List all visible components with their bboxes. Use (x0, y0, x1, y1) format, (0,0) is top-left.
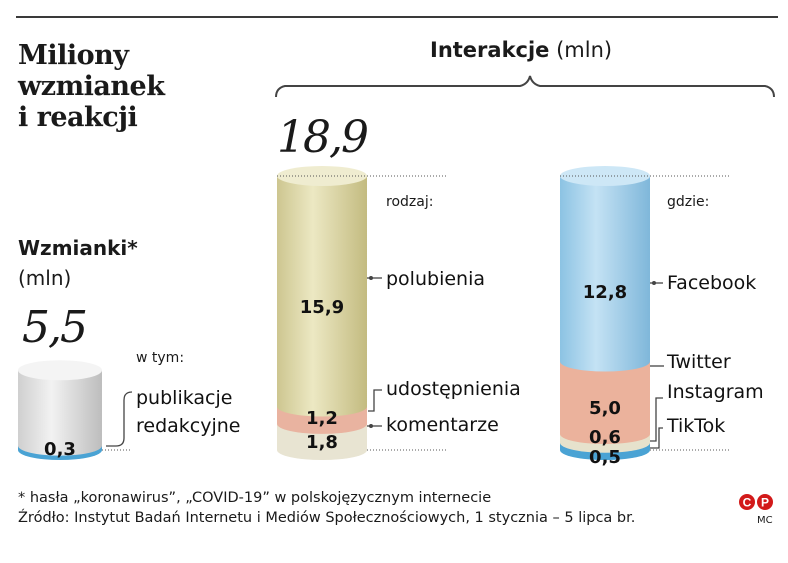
bar-segment-0-1 (18, 370, 102, 456)
plot-area: 0,3 publikacje redakcyjne 1,8 1,2 15,9 polubie… (18, 165, 764, 468)
footnote: * hasła „koronawirus”, „COVID-19” w pols… (18, 488, 635, 528)
gdzie-label: gdzie: (667, 194, 710, 210)
category-label: udostępnienia (386, 378, 521, 400)
bar-segment-1-0 (277, 423, 367, 460)
footnote-line: * hasła „koronawirus”, „COVID-19” w pols… (18, 490, 492, 506)
category-label: Facebook (667, 272, 756, 294)
bar-segment-1-2 (277, 175, 367, 417)
category-label: redakcyjne (136, 415, 241, 437)
interactions-bracket (275, 75, 775, 98)
title-line: wzmianek (18, 71, 165, 102)
category-label: Twitter (666, 351, 731, 373)
svg-text:C: C (743, 496, 752, 510)
category-label: publikacje (136, 387, 232, 409)
leader-line (650, 397, 663, 442)
rodzaj-label: rodzaj: (386, 194, 434, 210)
interactions-header: Interakcje (mln) (430, 38, 613, 62)
category-label: polubienia (386, 268, 485, 290)
data-label: 1,8 (306, 432, 338, 453)
author-credit: MC (757, 515, 773, 526)
category-label: Instagram (667, 381, 764, 403)
w-tym-label: w tym: (136, 350, 185, 366)
mentions-total: 5,5 (22, 302, 88, 353)
cp-logo: C P (739, 494, 773, 510)
top-rule (16, 16, 778, 18)
title-line: Miliony (18, 40, 129, 71)
leader-line (650, 427, 663, 449)
data-label: 12,8 (583, 282, 627, 303)
category-label: TikTok (666, 415, 725, 437)
bar-cap-0 (18, 360, 102, 381)
source-line: Źródło: Instytut Badań Internetu i Medió… (18, 510, 636, 526)
interactions-total: 18,9 (277, 112, 369, 163)
leader-line (368, 389, 382, 412)
bar-segment-2-3 (560, 175, 650, 372)
mentions-header: Wzmianki* (mln) (18, 236, 138, 290)
category-label: komentarze (386, 414, 499, 436)
chart-title: Miliony wzmianek i reakcji (18, 40, 165, 133)
svg-text:P: P (761, 496, 769, 510)
bar-segment-2-2 (560, 361, 650, 445)
title-line: i reakcji (18, 102, 138, 133)
data-label: 0,5 (589, 447, 621, 468)
data-label: 0,6 (589, 427, 621, 448)
leader-line (106, 391, 133, 447)
data-label: 15,9 (300, 297, 344, 318)
data-label: 0,3 (44, 439, 76, 460)
data-label: 5,0 (589, 398, 621, 419)
data-label: 1,2 (306, 408, 338, 429)
